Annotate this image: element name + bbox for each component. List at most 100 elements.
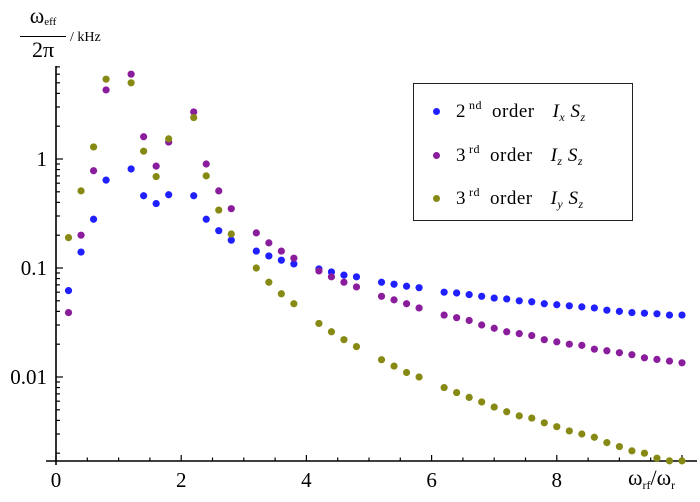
data-point bbox=[440, 311, 448, 319]
data-point bbox=[227, 236, 235, 244]
x-tick-label: 0 bbox=[51, 468, 62, 492]
omega-symbol: ω bbox=[628, 465, 643, 490]
data-point bbox=[640, 449, 649, 457]
data-point bbox=[515, 412, 523, 420]
data-point bbox=[653, 355, 661, 364]
axes: 0 2 4 6 8 0.01 0.1 1 bbox=[10, 66, 697, 492]
data-point bbox=[64, 308, 73, 317]
data-point bbox=[490, 324, 498, 332]
data-point bbox=[190, 113, 198, 122]
data-point bbox=[553, 301, 561, 309]
slash-omega: /ω bbox=[650, 465, 672, 490]
data-point bbox=[540, 419, 548, 427]
data-point bbox=[252, 264, 260, 272]
data-point bbox=[590, 345, 598, 353]
data-point bbox=[653, 310, 661, 318]
data-point bbox=[64, 287, 73, 295]
data-point bbox=[290, 260, 298, 268]
data-point bbox=[215, 187, 223, 195]
data-point bbox=[315, 267, 323, 275]
data-point bbox=[515, 297, 523, 305]
data-point bbox=[265, 252, 273, 260]
data-point bbox=[478, 321, 486, 329]
data-point bbox=[478, 292, 486, 300]
data-point bbox=[402, 368, 411, 377]
legend-marker-icon bbox=[433, 151, 440, 159]
data-point bbox=[77, 248, 85, 256]
data-point bbox=[415, 304, 423, 312]
data-point bbox=[290, 254, 298, 262]
data-point bbox=[628, 351, 636, 359]
data-point bbox=[402, 300, 411, 308]
y-tick-label: 0.1 bbox=[21, 256, 47, 280]
data-point bbox=[590, 304, 598, 312]
data-point bbox=[390, 280, 398, 288]
data-point bbox=[152, 199, 160, 208]
data-point bbox=[590, 433, 598, 441]
data-point bbox=[190, 192, 198, 200]
data-point bbox=[340, 271, 348, 279]
data-points bbox=[64, 70, 686, 465]
data-point bbox=[202, 160, 210, 168]
data-point bbox=[565, 302, 573, 310]
data-point bbox=[277, 256, 285, 264]
data-point bbox=[327, 328, 336, 336]
data-point bbox=[377, 292, 386, 300]
data-point bbox=[503, 328, 511, 336]
data-point bbox=[252, 247, 260, 255]
data-point bbox=[127, 165, 135, 173]
data-point bbox=[478, 398, 486, 406]
data-point bbox=[465, 316, 473, 325]
data-point bbox=[277, 290, 285, 298]
y-label-denominator: 2π bbox=[31, 37, 55, 62]
data-point bbox=[352, 283, 361, 291]
data-point bbox=[453, 314, 461, 322]
data-point bbox=[340, 278, 348, 286]
r-subscript: r bbox=[671, 478, 676, 492]
data-point bbox=[553, 338, 561, 346]
data-point bbox=[390, 362, 398, 370]
data-point bbox=[415, 373, 423, 381]
data-point bbox=[678, 457, 686, 465]
data-point bbox=[140, 192, 148, 200]
data-point bbox=[678, 311, 686, 319]
data-point bbox=[165, 191, 173, 199]
data-point bbox=[89, 167, 98, 175]
data-point bbox=[340, 336, 348, 344]
data-point bbox=[540, 336, 548, 344]
data-point bbox=[352, 273, 361, 281]
data-point bbox=[503, 295, 511, 303]
data-point bbox=[578, 430, 586, 438]
data-point bbox=[628, 447, 636, 455]
data-point bbox=[402, 282, 411, 290]
data-point bbox=[553, 423, 561, 431]
data-point bbox=[665, 457, 674, 465]
data-point bbox=[265, 239, 273, 247]
data-point bbox=[578, 341, 586, 349]
data-point bbox=[615, 349, 624, 357]
data-point bbox=[528, 331, 536, 340]
data-point bbox=[215, 227, 223, 235]
data-point bbox=[453, 289, 461, 297]
data-point bbox=[490, 403, 498, 411]
data-point bbox=[165, 135, 173, 143]
data-point bbox=[140, 147, 148, 155]
y-tick-label: 0.01 bbox=[10, 365, 47, 389]
data-point bbox=[327, 273, 336, 281]
data-point bbox=[102, 75, 110, 83]
data-point bbox=[127, 79, 135, 87]
eff-subscript: eff bbox=[44, 16, 57, 28]
data-point bbox=[615, 442, 624, 451]
data-point bbox=[465, 393, 473, 401]
data-point bbox=[190, 108, 198, 116]
data-point bbox=[578, 303, 586, 311]
data-point bbox=[565, 427, 573, 435]
data-point bbox=[377, 278, 386, 286]
data-point bbox=[64, 234, 73, 242]
data-point bbox=[465, 291, 473, 299]
